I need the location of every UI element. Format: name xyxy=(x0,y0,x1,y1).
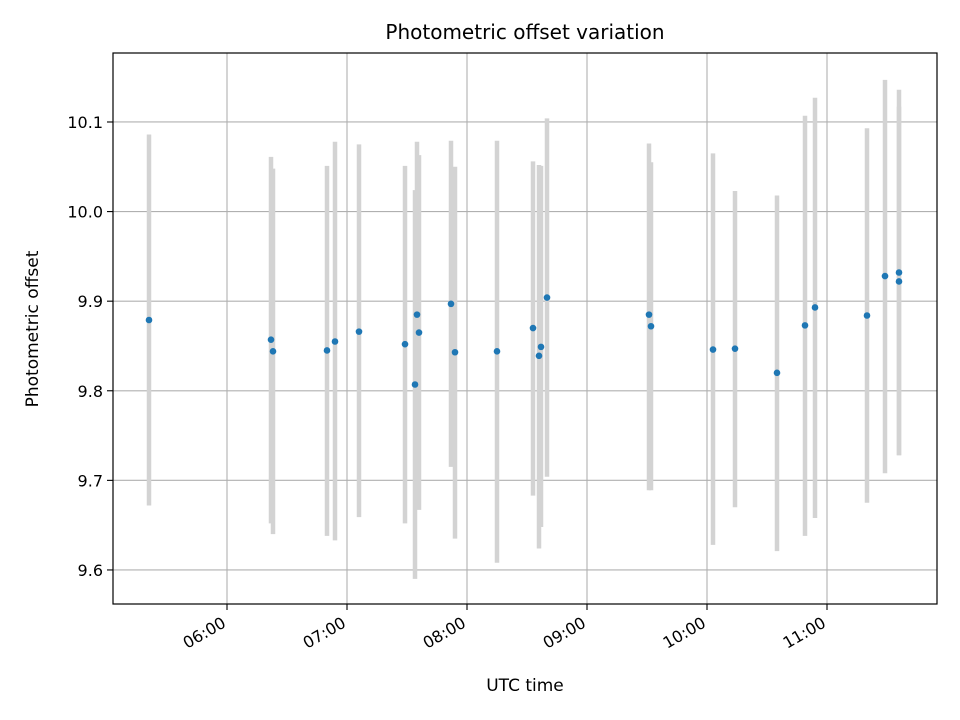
data-point xyxy=(451,348,459,356)
data-point xyxy=(411,381,419,388)
data-point xyxy=(811,304,819,311)
data-point xyxy=(529,324,537,332)
data-point xyxy=(355,328,363,335)
y-axis-title: Photometric offset xyxy=(23,250,43,407)
data-point xyxy=(895,278,903,285)
data-point xyxy=(145,316,153,324)
y-tick-label: 10.0 xyxy=(67,203,103,222)
y-axis: 9.6 9.7 9.8 9.9 10.0 10.1 xyxy=(67,113,113,580)
grid xyxy=(113,53,937,604)
y-tick-label: 9.8 xyxy=(78,382,103,401)
data-point xyxy=(493,348,501,355)
chart-title: Photometric offset variation xyxy=(385,20,664,44)
y-tick-label: 9.6 xyxy=(78,561,103,580)
data-point xyxy=(863,312,871,319)
data-point xyxy=(801,322,809,329)
data-point xyxy=(881,272,889,280)
data-point xyxy=(323,347,331,354)
plot-frame xyxy=(112,52,938,605)
data-point xyxy=(401,340,409,348)
data-point xyxy=(537,343,545,351)
y-tick-label: 9.9 xyxy=(78,292,103,311)
data-point xyxy=(269,348,277,355)
data-points xyxy=(145,269,903,388)
data-point xyxy=(709,346,717,353)
data-point xyxy=(645,311,653,318)
data-point xyxy=(731,345,739,352)
data-point xyxy=(543,294,551,301)
x-axis-title: UTC time xyxy=(486,676,564,696)
data-point xyxy=(895,269,903,276)
data-point xyxy=(267,336,275,343)
data-point xyxy=(535,352,543,360)
data-point xyxy=(413,311,421,318)
data-point xyxy=(331,338,339,345)
data-point xyxy=(773,369,781,377)
y-tick-label: 9.7 xyxy=(78,471,103,490)
data-point xyxy=(447,300,455,308)
y-tick-label: 10.1 xyxy=(67,113,103,132)
data-point xyxy=(415,329,423,336)
data-point xyxy=(647,322,655,330)
